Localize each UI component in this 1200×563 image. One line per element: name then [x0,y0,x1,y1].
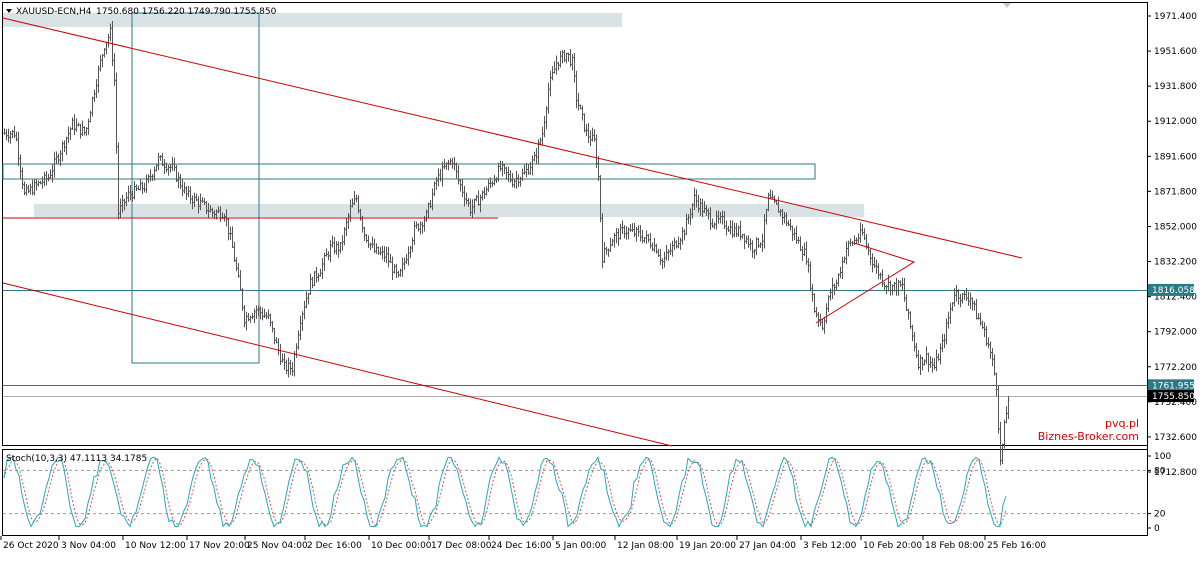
symbol-label: XAUUSD-ECN,H4 [16,7,92,17]
watermark-line2: Biznes-Broker.com [1038,430,1139,443]
candle-layer [3,21,1010,466]
price-tick-label: 1852.000 [1154,222,1197,232]
time-box[interactable] [131,12,260,364]
time-tick-label: 3 Feb 12:00 [803,541,857,551]
price-tick-label: 1712.800 [1154,468,1197,478]
resistance-zone-top[interactable] [3,13,622,27]
time-tick-label: 26 Oct 2020 [3,541,59,551]
channel-lower-trendline[interactable] [2,282,673,447]
price-tick-label: 1732.600 [1154,433,1197,443]
price-tick-label: 1951.600 [1154,47,1197,57]
chart-shift-icon[interactable] [1003,3,1011,8]
ohlc-label: 1750.680 1756.220 1749.790 1755.850 [96,7,277,17]
price-tick-label: 1931.800 [1154,82,1197,92]
time-axis: 26 Oct 2020 3 Nov 04:00 10 Nov 12:00 17 Nov… [0,536,1046,551]
resistance-zone-mid[interactable] [2,163,816,180]
stoch-signal-line [3,457,1007,528]
chart-header: XAUUSD-ECN,H4 1750.680 1756.220 1749.790… [6,3,1011,17]
stoch-tick-label: 0 [1154,524,1160,534]
triangle-pattern[interactable] [815,242,916,324]
time-tick-label: 2 Dec 16:00 [307,541,362,551]
time-tick-label: 25 Nov 04:00 [247,541,308,551]
stoch-main-line [3,456,1007,528]
price-tick-label: 1971.400 [1154,12,1197,22]
price-tick-label: 1912.000 [1154,117,1197,127]
stoch-tick-label: 20 [1154,510,1166,520]
price-tick-label: 1752.400 [1154,398,1197,408]
price-level-marker: 1761.955 [1152,381,1195,391]
support-zone[interactable] [34,204,864,217]
channel-upper-trendline[interactable] [2,17,1023,259]
price-level-marker-bg [1148,379,1194,392]
current-price-marker-bg [1148,390,1194,403]
time-tick-label: 19 Jan 20:00 [679,541,736,551]
price-tick-label: 1832.200 [1154,258,1197,268]
time-tick-label: 10 Feb 20:00 [863,541,922,551]
price-axis: 1971.400 1951.600 1931.800 1912.000 1891.600… [1147,12,1197,478]
trendline-layer [2,17,1023,447]
time-tick-label: 24 Dec 16:00 [491,541,552,551]
stochastic-layer: 100 80 20 0 [3,452,1171,534]
price-tick-label: 1772.200 [1154,363,1197,373]
price-level-marker-bg [1148,283,1194,296]
time-tick-label: 12 Jan 08:00 [617,541,674,551]
time-tick-label: 3 Nov 04:00 [61,541,116,551]
time-tick-label: 27 Jan 04:00 [739,541,796,551]
price-tick-label: 1792.000 [1154,328,1197,338]
price-level-marker: 1816.058 [1152,286,1195,296]
time-tick-label: 17 Nov 20:00 [189,541,250,551]
stoch-tick-label: 100 [1154,452,1171,462]
time-tick-label: 10 Dec 00:00 [371,541,432,551]
current-price-marker: 1755.850 [1152,392,1195,402]
stoch-tick-label: 80 [1154,466,1166,476]
symbol-dropdown-icon[interactable] [6,9,12,13]
stoch-header: Stoch(10,3,3) 47.1113 34.1785 [6,454,147,464]
price-tick-label: 1812.400 [1154,293,1197,303]
time-tick-label: 17 Dec 08:00 [431,541,492,551]
watermark-line1: pvq.pl [1105,417,1139,430]
time-tick-label: 18 Feb 08:00 [925,541,984,551]
price-tick-label: 1891.600 [1154,152,1197,162]
price-tick-label: 1871.800 [1154,187,1197,197]
time-tick-label: 10 Nov 12:00 [125,541,186,551]
time-tick-label: 25 Feb 16:00 [987,541,1046,551]
zone-layer [2,12,864,364]
time-tick-label: 5 Jan 00:00 [555,541,607,551]
